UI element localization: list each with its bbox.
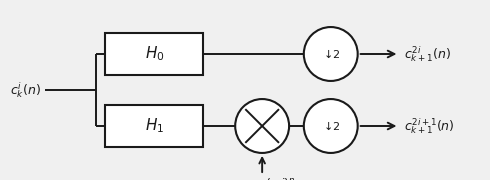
Circle shape: [304, 99, 358, 153]
Text: $H_0$: $H_0$: [145, 45, 164, 63]
Text: $c_k^i(n)$: $c_k^i(n)$: [10, 80, 41, 100]
Text: $(-j)^n$: $(-j)^n$: [265, 176, 296, 180]
Text: $c_{k+1}^{2i}(n)$: $c_{k+1}^{2i}(n)$: [404, 44, 451, 64]
Text: $\downarrow\!2$: $\downarrow\!2$: [321, 48, 341, 60]
Bar: [105, 105, 203, 147]
Circle shape: [304, 27, 358, 81]
Text: $c_{k+1}^{2i+1}(n)$: $c_{k+1}^{2i+1}(n)$: [404, 116, 455, 136]
Text: $\downarrow\!2$: $\downarrow\!2$: [321, 120, 341, 132]
Bar: [105, 33, 203, 75]
Text: $H_1$: $H_1$: [145, 117, 164, 135]
Circle shape: [235, 99, 289, 153]
